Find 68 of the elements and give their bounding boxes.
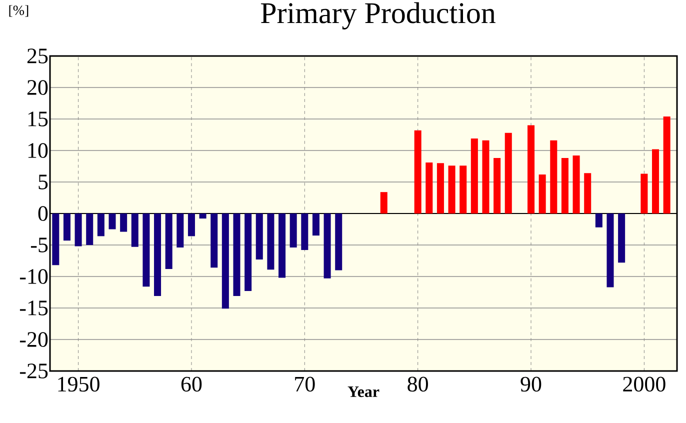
y-tick-label: -10 (20, 269, 48, 284)
bar (460, 166, 467, 214)
bar (131, 214, 138, 247)
y-tick-label: -25 (20, 364, 48, 378)
bar (448, 166, 456, 214)
x-tick-label: 1950 (58, 376, 100, 392)
x-tick-label: 90 (520, 376, 542, 392)
chart-title: Primary Production (260, 2, 496, 30)
bar (470, 138, 478, 214)
bar (120, 214, 128, 232)
bar (290, 214, 297, 248)
y-tick-label: 0 (38, 206, 48, 221)
y-tick-label: -15 (20, 300, 48, 316)
bar (312, 214, 320, 236)
x-tick-label: 70 (295, 376, 315, 392)
bar (595, 214, 602, 228)
bar (324, 214, 331, 278)
bar (618, 214, 626, 263)
bar (154, 214, 162, 296)
bar (436, 163, 444, 214)
bar (414, 130, 422, 214)
bar (426, 162, 433, 214)
bar (222, 214, 229, 309)
bar (210, 214, 218, 268)
bar (97, 214, 104, 236)
y-tick-label: 20 (27, 80, 48, 95)
bar (561, 158, 568, 214)
bar (142, 214, 150, 287)
y-tick-label: 15 (28, 112, 48, 126)
y-axis-title: [%] (9, 5, 28, 17)
bar (188, 214, 195, 236)
bar (86, 214, 94, 245)
bar (335, 214, 342, 270)
y-tick-label: 25 (27, 48, 48, 64)
x-tick-label: 60 (181, 376, 202, 392)
bar (74, 214, 82, 246)
bar (244, 214, 252, 291)
bar (494, 158, 501, 214)
bar (380, 192, 388, 214)
bar (267, 214, 274, 270)
bar (550, 140, 558, 214)
bar (584, 173, 592, 214)
y-tick-label: -20 (20, 332, 48, 347)
bar (176, 214, 184, 248)
bar (52, 214, 60, 266)
bar (165, 214, 172, 269)
x-tick-label: 80 (408, 376, 428, 392)
bar (663, 116, 670, 214)
bar (640, 174, 648, 214)
bar (233, 214, 240, 296)
bar (301, 214, 308, 250)
bar (652, 149, 660, 214)
bar (108, 214, 116, 230)
bar (572, 156, 580, 214)
x-axis-title: Year (348, 386, 380, 398)
bar (63, 214, 70, 241)
y-tick-label: 10 (28, 143, 48, 158)
y-tick-label: 5 (38, 174, 48, 190)
bar (528, 125, 535, 214)
bar (606, 214, 614, 288)
bar (278, 214, 286, 278)
bar (482, 140, 490, 214)
y-tick-label: -5 (30, 238, 48, 252)
bar (256, 214, 263, 260)
bar (538, 174, 546, 214)
x-tick-label: 2000 (623, 376, 666, 392)
bar (504, 132, 512, 214)
bar (199, 214, 206, 219)
